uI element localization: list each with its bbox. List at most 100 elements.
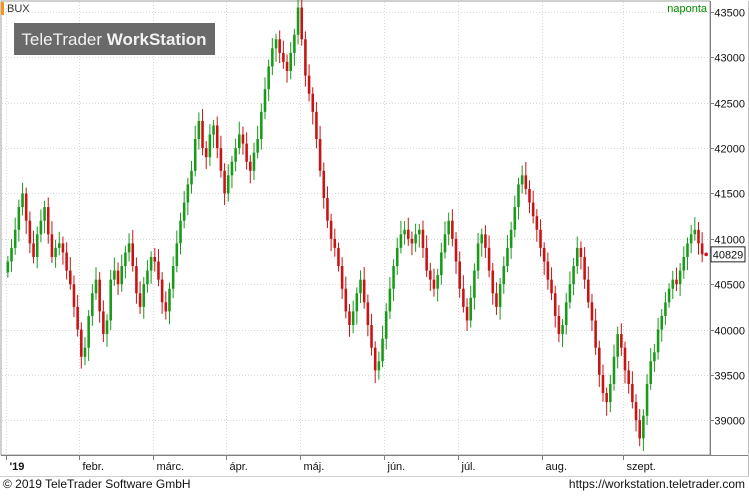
candle: [120, 254, 124, 292]
candle-body: [436, 275, 439, 289]
candle: [21, 182, 24, 216]
candle: [54, 239, 57, 268]
candle: [557, 305, 561, 343]
candle: [13, 217, 17, 255]
candle-body: [186, 184, 190, 203]
footer: [0, 476, 749, 492]
candle-body: [80, 329, 83, 357]
candle: [561, 318, 564, 348]
candle: [142, 277, 146, 319]
candle: [484, 225, 487, 258]
candle: [289, 42, 292, 80]
candle: [491, 262, 495, 305]
candle: [17, 199, 21, 242]
candle-body: [234, 148, 237, 162]
candle-body: [212, 125, 215, 135]
candle-body: [586, 279, 590, 303]
candle: [32, 230, 35, 264]
candle-body: [6, 261, 10, 273]
candle-body: [495, 293, 498, 307]
candle-body: [355, 293, 359, 312]
candle: [124, 245, 127, 279]
candle: [157, 249, 160, 287]
candle: [653, 343, 656, 372]
candle-body: [69, 270, 72, 285]
candle-body: [418, 229, 421, 235]
candle: [601, 364, 605, 402]
candle: [539, 219, 542, 257]
candle: [429, 262, 432, 291]
candle: [179, 212, 182, 255]
candle-body: [689, 234, 693, 244]
source-url[interactable]: https://workstation.teletrader.com: [569, 477, 745, 491]
candle-body: [432, 279, 436, 289]
candle: [590, 293, 594, 332]
candle: [116, 262, 120, 296]
candle-body: [285, 61, 289, 72]
candle: [366, 294, 370, 337]
candle-body: [28, 220, 32, 244]
candle-body: [39, 220, 43, 235]
candle: [267, 59, 270, 102]
candle-body: [406, 229, 410, 239]
candle: [337, 242, 340, 272]
candle-body: [171, 266, 175, 289]
candle-body: [550, 279, 553, 294]
candle: [91, 284, 94, 326]
candle: [476, 232, 480, 280]
candle: [451, 209, 454, 247]
candle: [440, 242, 443, 285]
candle-body: [686, 243, 689, 257]
candle-body: [340, 266, 344, 289]
candle: [182, 191, 186, 229]
candle: [469, 285, 473, 328]
candle-body: [61, 243, 65, 253]
candle-body: [43, 207, 46, 221]
candle: [462, 275, 465, 313]
candle-body: [425, 247, 428, 271]
candle: [300, 0, 304, 46]
candle-body: [153, 256, 157, 262]
candle: [329, 213, 333, 251]
candle-body: [609, 383, 612, 403]
candle: [340, 257, 344, 299]
candle-body: [682, 256, 686, 271]
candle-body: [564, 302, 568, 326]
candle: [546, 252, 550, 290]
candle: [282, 40, 285, 69]
candle-body: [54, 247, 57, 257]
candle: [131, 229, 135, 272]
candle-body: [693, 229, 697, 235]
candle: [127, 233, 131, 262]
candle-body: [429, 270, 432, 280]
candle: [487, 235, 491, 278]
candle-body: [451, 220, 454, 239]
candle-body: [13, 229, 17, 248]
candle-body: [138, 293, 142, 307]
last-value-label: 40829: [713, 249, 744, 261]
plot-area: [0, 0, 711, 456]
candle: [201, 109, 204, 156]
candle: [193, 125, 197, 177]
candle: [542, 242, 546, 275]
candle: [160, 272, 164, 314]
candle-body: [421, 229, 425, 248]
y-tick-label: 42500: [714, 99, 745, 111]
candle: [318, 125, 322, 177]
candle: [517, 177, 520, 220]
candle: [384, 303, 388, 350]
watermark-brand-bold: WorkStation: [107, 30, 207, 49]
candle: [399, 220, 403, 254]
candle-body: [344, 288, 348, 312]
grid: [2, 2, 710, 455]
candle: [454, 232, 458, 274]
candle: [612, 344, 616, 391]
candle-body: [638, 420, 641, 439]
candle: [634, 394, 638, 432]
x-tick-label: márc.: [157, 461, 185, 473]
candle-body: [590, 302, 594, 321]
candle-body: [671, 279, 675, 289]
candle: [693, 217, 697, 241]
candle: [190, 160, 193, 194]
candle: [686, 237, 689, 271]
